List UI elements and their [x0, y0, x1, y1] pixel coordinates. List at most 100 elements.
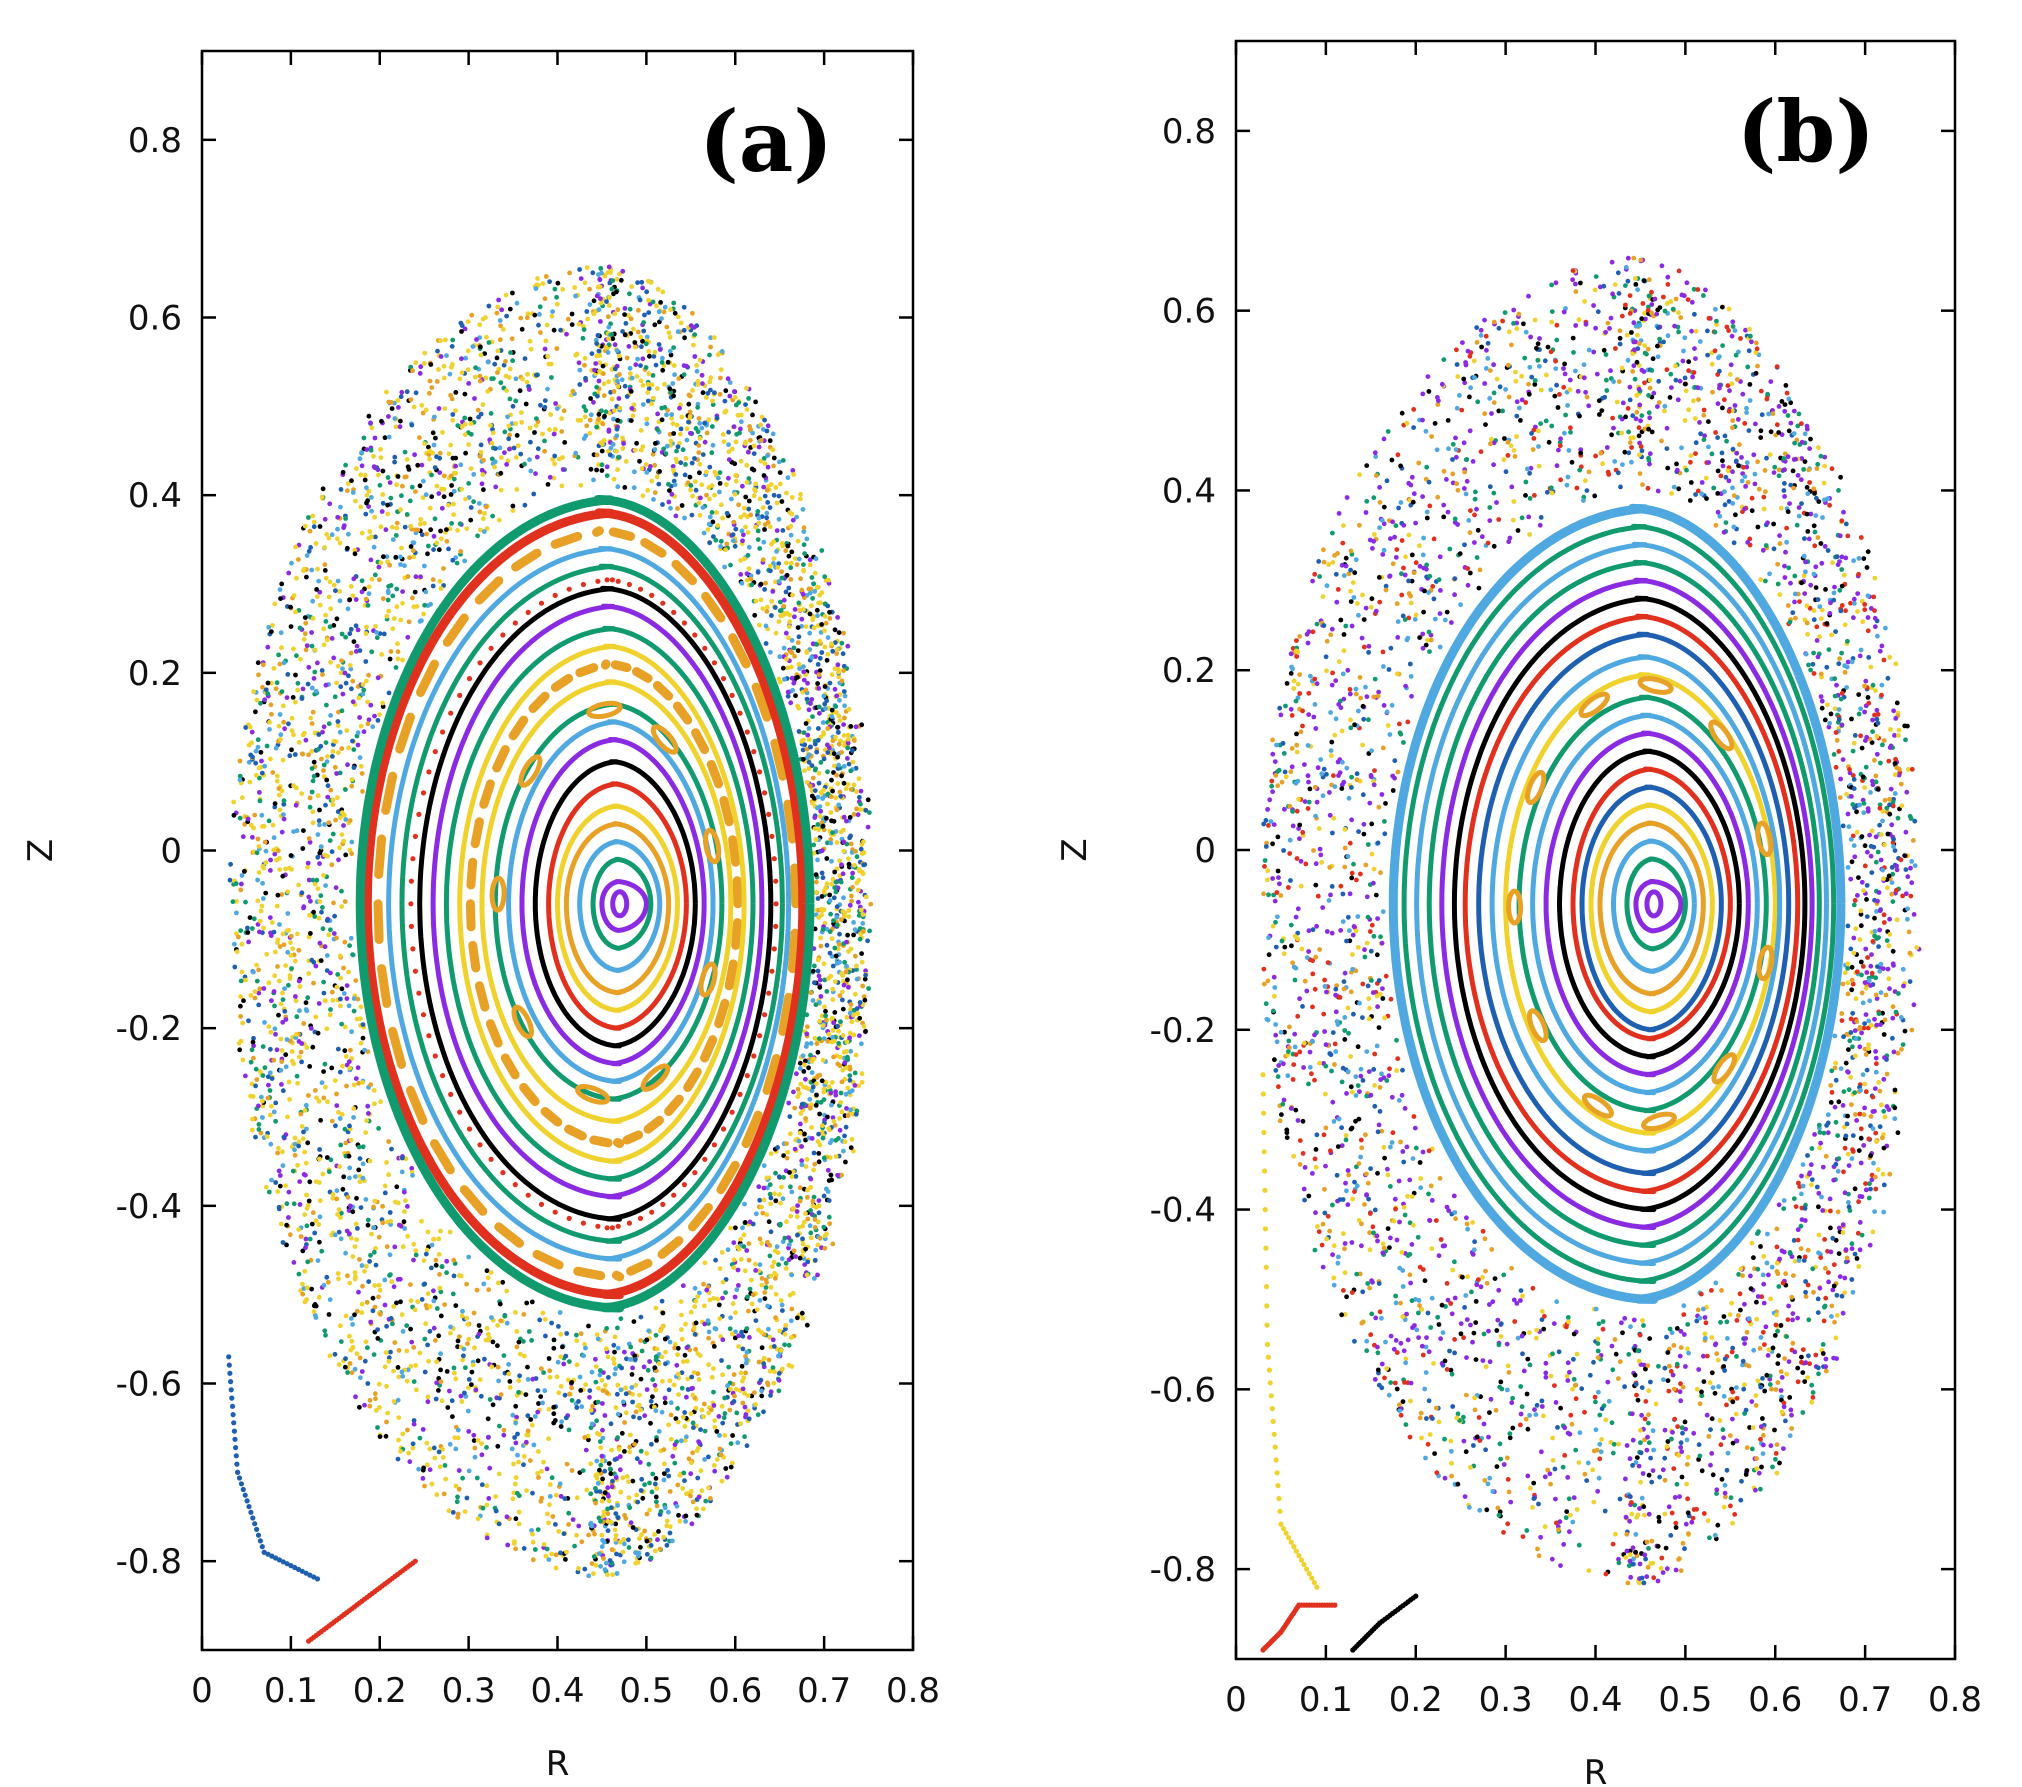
chaotic-point	[622, 1420, 627, 1425]
chaotic-point	[256, 990, 262, 996]
chaotic-point	[348, 650, 354, 656]
chaotic-point	[588, 412, 594, 418]
chaotic-point	[701, 1303, 707, 1309]
chaotic-point	[638, 1376, 644, 1382]
chaotic-point	[808, 701, 813, 706]
chaotic-point	[762, 587, 767, 592]
chaotic-point	[279, 1059, 285, 1064]
chaotic-point	[291, 1260, 297, 1265]
chaotic-point	[528, 1417, 534, 1422]
chaotic-point	[682, 472, 688, 478]
chaotic-point	[351, 1082, 357, 1088]
chaotic-point	[292, 1147, 297, 1153]
chaotic-point	[443, 337, 448, 343]
chaotic-point	[520, 376, 525, 382]
chaotic-point	[578, 1388, 584, 1393]
chaotic-point	[845, 745, 851, 751]
chaotic-point	[414, 604, 420, 609]
chaotic-point	[666, 1387, 672, 1393]
chaotic-point	[791, 1206, 796, 1211]
chaotic-point	[380, 468, 386, 474]
chaotic-point	[833, 1089, 838, 1095]
chaotic-point	[792, 1146, 798, 1152]
chaotic-point	[559, 416, 564, 421]
chaotic-point	[322, 1328, 328, 1334]
chaotic-point	[337, 770, 343, 776]
chaotic-point	[342, 1126, 348, 1132]
chaotic-point	[497, 318, 503, 323]
chaotic-point	[746, 449, 751, 455]
chaotic-point	[600, 1401, 605, 1406]
chaotic-point	[581, 1353, 586, 1359]
chaotic-point	[273, 1118, 278, 1124]
chaotic-point	[403, 1198, 408, 1203]
chaotic-point	[589, 1421, 595, 1427]
chaotic-point	[803, 1076, 808, 1082]
chaotic-point	[671, 467, 676, 473]
chaotic-point	[442, 1463, 448, 1468]
chaotic-point	[807, 1223, 813, 1229]
chaotic-point	[334, 984, 340, 990]
chaotic-point	[300, 686, 306, 692]
chaotic-point	[838, 879, 844, 885]
chaotic-point	[278, 1067, 284, 1073]
chaotic-point	[775, 565, 781, 570]
chaotic-point	[313, 688, 319, 694]
chaotic-point	[668, 1436, 674, 1442]
chaotic-point	[619, 377, 625, 383]
chaotic-point	[283, 1064, 289, 1070]
chaotic-point	[719, 1358, 724, 1363]
chaotic-point	[602, 1490, 608, 1496]
chaotic-point	[761, 456, 767, 461]
chaotic-point	[288, 853, 294, 858]
chaotic-point	[629, 406, 635, 411]
chaotic-point	[604, 299, 609, 304]
chaotic-point	[638, 1407, 643, 1413]
chaotic-point	[615, 1515, 621, 1521]
chaotic-point	[660, 289, 666, 295]
chaotic-point	[436, 547, 442, 553]
chaotic-point	[362, 477, 368, 483]
chaotic-point	[854, 976, 860, 982]
chaotic-point	[553, 1552, 559, 1558]
chaotic-point	[858, 907, 864, 913]
chaotic-point	[276, 652, 281, 658]
chaotic-point	[415, 1299, 421, 1305]
chaotic-point	[438, 586, 444, 591]
chaotic-point	[398, 562, 403, 567]
chaotic-point	[547, 1482, 553, 1487]
chaotic-point	[650, 299, 656, 305]
chaotic-point	[788, 700, 794, 706]
chaotic-point	[459, 323, 465, 328]
chaotic-point	[831, 770, 836, 775]
chaotic-point	[425, 1229, 431, 1235]
chaotic-point	[856, 877, 862, 883]
chaotic-point	[381, 631, 387, 637]
chaotic-point	[738, 426, 743, 432]
chaotic-point	[683, 462, 688, 467]
chaotic-point	[279, 581, 285, 587]
chaotic-point	[364, 492, 370, 498]
chaotic-point	[407, 498, 413, 504]
chaotic-point	[382, 1302, 388, 1308]
chaotic-point	[628, 389, 634, 394]
chaotic-point	[376, 472, 381, 478]
chaotic-point	[667, 1530, 673, 1536]
chaotic-point	[642, 1482, 647, 1488]
chaotic-point	[510, 1412, 516, 1418]
chaotic-point	[372, 1283, 378, 1288]
chaotic-point	[840, 1033, 846, 1038]
chaotic-point	[526, 1329, 532, 1334]
chaotic-point	[569, 322, 575, 327]
chaotic-point	[628, 1344, 634, 1350]
chaotic-point	[318, 893, 324, 899]
chaotic-point	[847, 1035, 852, 1041]
chaotic-point	[261, 986, 267, 991]
chaotic-point	[455, 1494, 460, 1500]
chaotic-point	[720, 1337, 726, 1343]
chaotic-point	[820, 927, 826, 932]
chaotic-point	[638, 1448, 644, 1454]
chaotic-point	[741, 1232, 747, 1238]
chaotic-point	[695, 1371, 701, 1377]
chaotic-point	[826, 577, 831, 583]
